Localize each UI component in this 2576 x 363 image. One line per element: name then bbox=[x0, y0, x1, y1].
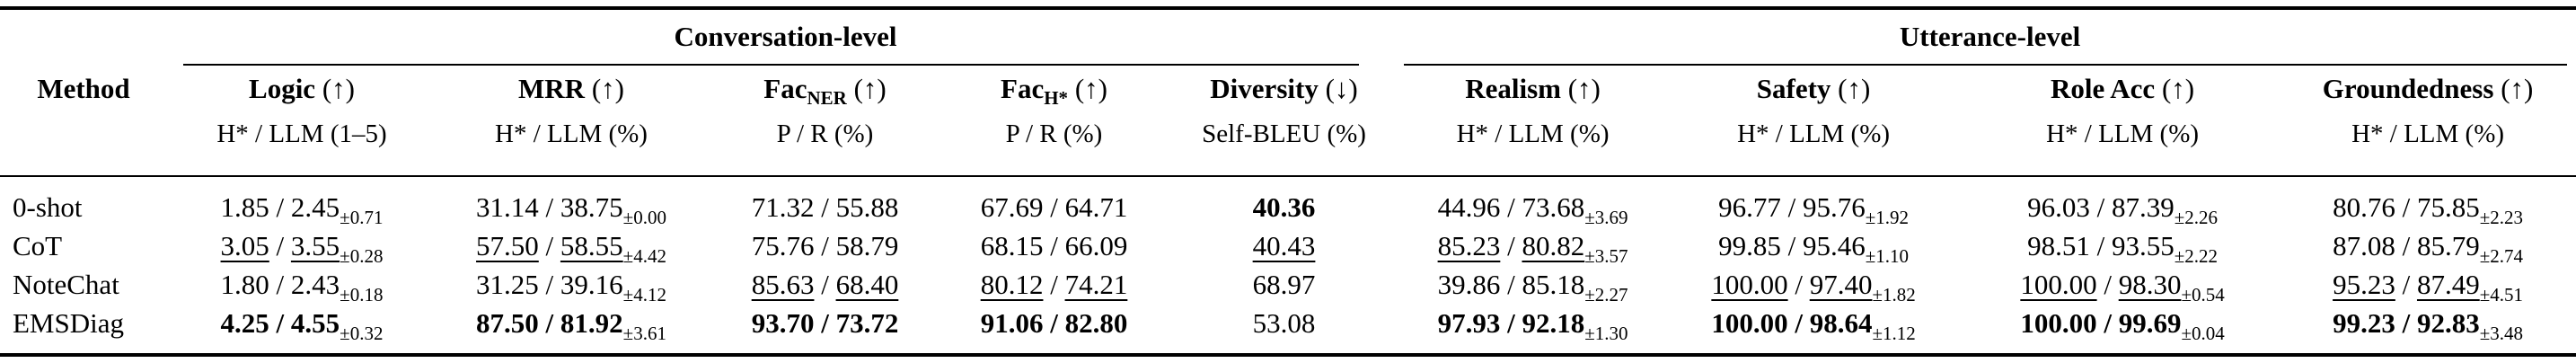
column-header-realism: Realism (↑) bbox=[1465, 73, 1601, 104]
unit-subheader-mrr: H* / LLM (%) bbox=[495, 119, 648, 148]
fac-h-value-0-shot: 67.69 / 64.71 bbox=[980, 190, 1128, 223]
header-body-divider bbox=[0, 155, 2576, 177]
unit-subheader-role-acc: H* / LLM (%) bbox=[2046, 119, 2200, 148]
table-row-emsdiag: EMSDiag 4.25 / 4.55±0.32 87.50 / 81.92±3.6… bbox=[0, 304, 2576, 355]
safety-value-emsdiag: 100.00 / 98.64±1.12 bbox=[1711, 306, 1916, 344]
column-header-row: Method Logic (↑) MRR (↑) FacNER (↑) FacH* (… bbox=[0, 66, 2576, 112]
safety-value-cot: 99.85 / 95.46±1.10 bbox=[1718, 229, 1909, 267]
mrr-value-notechat: 31.25 / 39.16±4.12 bbox=[476, 268, 666, 305]
unit-subheader-spacer bbox=[0, 112, 167, 155]
diversity-value-emsdiag: 53.08 bbox=[1252, 306, 1316, 339]
column-header-safety: Safety (↑) bbox=[1756, 73, 1871, 104]
method-label-cot: CoT bbox=[13, 229, 63, 261]
safety-value-notechat: 100.00 / 97.40±1.82 bbox=[1711, 268, 1916, 305]
diversity-value-0-shot: 40.36 bbox=[1252, 190, 1316, 223]
evaluation-results-table: Conversation-level Utterance-level Metho… bbox=[0, 6, 2576, 357]
method-label-notechat: NoteChat bbox=[13, 268, 119, 300]
unit-subheader-fac-h: P / R (%) bbox=[1005, 119, 1103, 148]
column-header-diversity: Diversity (↓) bbox=[1210, 73, 1358, 104]
group-header-row: Conversation-level Utterance-level bbox=[0, 8, 2576, 64]
group-conversation-level: Conversation-level bbox=[167, 8, 1404, 64]
utterance-level-label: Utterance-level bbox=[1899, 21, 2081, 52]
group-utterance-level: Utterance-level bbox=[1404, 8, 2576, 64]
fac-ner-value-emsdiag: 93.70 / 73.72 bbox=[751, 306, 899, 339]
unit-subheader-groundedness: H* / LLM (%) bbox=[2351, 119, 2505, 148]
method-label-emsdiag: EMSDiag bbox=[13, 306, 124, 339]
fac-h-value-emsdiag: 91.06 / 82.80 bbox=[980, 306, 1128, 339]
column-header-role-acc: Role Acc (↑) bbox=[2050, 73, 2195, 104]
safety-value-0-shot: 96.77 / 95.76±1.92 bbox=[1718, 190, 1909, 228]
utterance-group-rule bbox=[1404, 64, 2568, 66]
group-rule-row bbox=[0, 64, 2576, 66]
realism-value-notechat: 39.86 / 85.18±2.27 bbox=[1437, 268, 1628, 305]
realism-value-emsdiag: 97.93 / 92.18±1.30 bbox=[1437, 306, 1628, 344]
column-header-fac-ner: FacNER (↑) bbox=[763, 73, 887, 109]
role-acc-value-notechat: 100.00 / 98.30±0.54 bbox=[2020, 268, 2225, 305]
unit-subheader-diversity: Self-BLEU (%) bbox=[1202, 119, 1366, 148]
role-acc-value-cot: 98.51 / 93.55±2.22 bbox=[2027, 229, 2218, 267]
fac-ner-value-0-shot: 71.32 / 55.88 bbox=[751, 190, 899, 223]
realism-value-cot: 85.23 / 80.82±3.57 bbox=[1437, 229, 1628, 267]
unit-subheader-fac-ner: P / R (%) bbox=[776, 119, 874, 148]
groundedness-value-cot: 87.08 / 85.79±2.74 bbox=[2333, 229, 2523, 267]
unit-subheader-safety: H* / LLM (%) bbox=[1737, 119, 1891, 148]
unit-subheader-logic: H* / LLM (1–5) bbox=[216, 119, 387, 148]
fac-h-value-notechat: 80.12 / 74.21 bbox=[980, 268, 1128, 300]
mrr-value-0-shot: 31.14 / 38.75±0.00 bbox=[476, 190, 666, 228]
conversation-level-label: Conversation-level bbox=[674, 21, 897, 52]
table-row-notechat: NoteChat 1.80 / 2.43±0.18 31.25 / 39.16±4.… bbox=[0, 265, 2576, 305]
logic-value-notechat: 1.80 / 2.43±0.18 bbox=[220, 268, 384, 305]
column-header-logic: Logic (↑) bbox=[249, 73, 355, 104]
conversation-group-rule bbox=[183, 64, 1360, 66]
unit-subheader-realism: H* / LLM (%) bbox=[1456, 119, 1610, 148]
header-body-divider-row bbox=[0, 155, 2576, 177]
fac-ner-value-notechat: 85.63 / 68.40 bbox=[751, 268, 899, 300]
role-acc-value-emsdiag: 100.00 / 99.69±0.04 bbox=[2020, 306, 2225, 344]
table-row-0-shot: 0-shot 1.85 / 2.45±0.71 31.14 / 38.75±0.00… bbox=[0, 176, 2576, 228]
role-acc-value-0-shot: 96.03 / 87.39±2.26 bbox=[2027, 190, 2218, 228]
groundedness-value-notechat: 95.23 / 87.49±4.51 bbox=[2333, 268, 2523, 305]
realism-value-0-shot: 44.96 / 73.68±3.69 bbox=[1437, 190, 1628, 228]
method-label-0-shot: 0-shot bbox=[13, 190, 83, 223]
column-header-groundedness: Groundedness (↑) bbox=[2322, 73, 2534, 104]
results-table-body: 0-shot 1.85 / 2.45±0.71 31.14 / 38.75±0.00… bbox=[0, 176, 2576, 355]
diversity-value-notechat: 68.97 bbox=[1252, 268, 1316, 300]
method-column-header: Method bbox=[37, 73, 130, 104]
logic-value-emsdiag: 4.25 / 4.55±0.32 bbox=[220, 306, 384, 344]
logic-value-0-shot: 1.85 / 2.45±0.71 bbox=[220, 190, 384, 228]
diversity-value-cot: 40.43 bbox=[1252, 229, 1316, 261]
mrr-value-emsdiag: 87.50 / 81.92±3.61 bbox=[476, 306, 666, 344]
unit-subheader-row: H* / LLM (1–5) H* / LLM (%) P / R (%) P / R… bbox=[0, 112, 2576, 155]
fac-ner-value-cot: 75.76 / 58.79 bbox=[751, 229, 899, 261]
groundedness-value-0-shot: 80.76 / 75.85±2.23 bbox=[2333, 190, 2523, 228]
fac-h-value-cot: 68.15 / 66.09 bbox=[980, 229, 1128, 261]
column-header-fac-h: FacH* (↑) bbox=[1001, 73, 1107, 109]
table-row-cot: CoT 3.05 / 3.55±0.28 57.50 / 58.55±4.42 75.… bbox=[0, 226, 2576, 267]
mrr-value-cot: 57.50 / 58.55±4.42 bbox=[476, 229, 666, 267]
group-header-spacer bbox=[0, 8, 167, 64]
groundedness-value-emsdiag: 99.23 / 92.83±3.48 bbox=[2333, 306, 2523, 344]
logic-value-cot: 3.05 / 3.55±0.28 bbox=[220, 229, 384, 267]
column-header-mrr: MRR (↑) bbox=[518, 73, 624, 104]
